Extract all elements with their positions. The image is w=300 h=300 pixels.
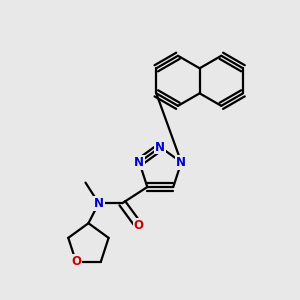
Text: N: N	[176, 156, 186, 169]
Text: N: N	[155, 141, 165, 154]
Text: O: O	[134, 219, 143, 232]
Text: O: O	[71, 255, 81, 268]
Text: N: N	[94, 197, 104, 210]
Text: N: N	[134, 156, 144, 169]
